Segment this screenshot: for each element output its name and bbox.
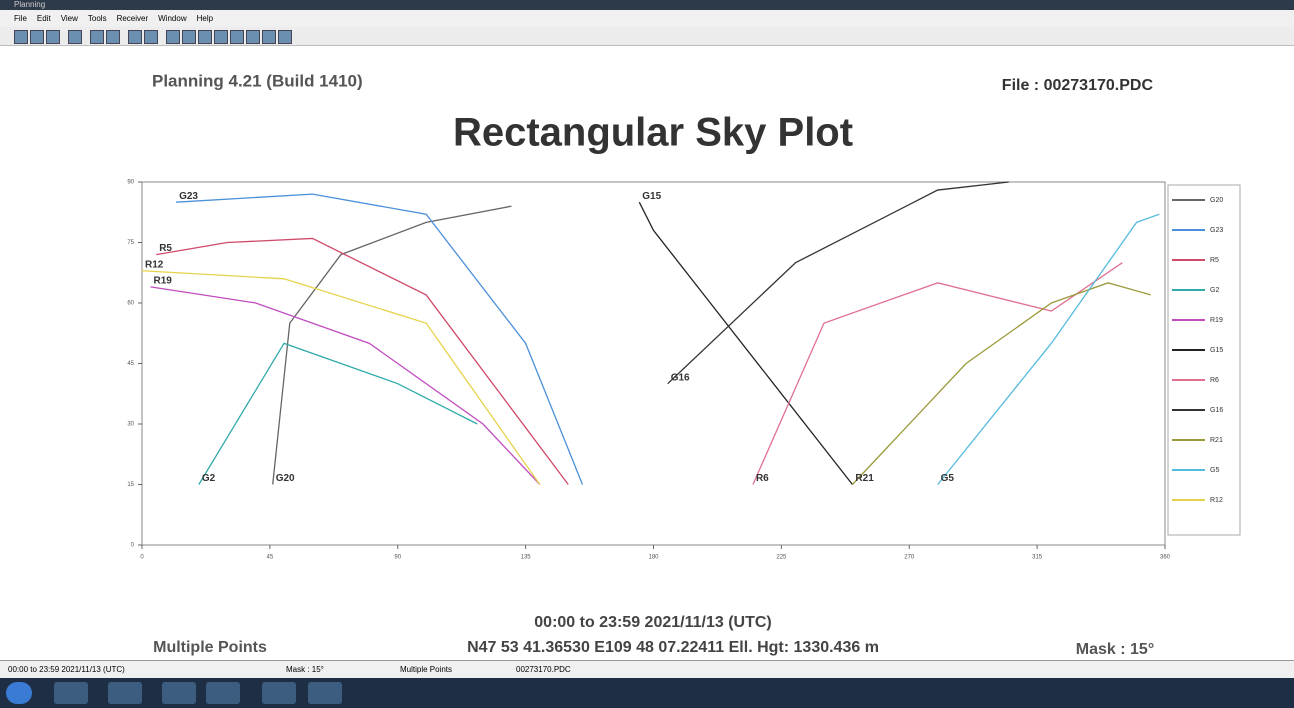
x-tick-label: 315 [1032,555,1043,561]
menu-item[interactable]: View [61,14,78,23]
taskbar-app[interactable] [262,682,296,704]
tool-button[interactable] [46,30,60,44]
tool-button[interactable] [14,30,28,44]
tool-button[interactable] [182,30,196,44]
y-tick-label: 90 [127,180,134,186]
status-bar: 00:00 to 23:59 2021/11/13 (UTC) Mask : 1… [0,660,1294,679]
status-time: 00:00 to 23:59 2021/11/13 (UTC) [8,665,125,674]
app-window: Planning File Edit View Tools Receiver W… [0,0,1294,708]
toolbar [0,27,1294,46]
tool-button[interactable] [278,30,292,44]
menu-item[interactable]: Receiver [117,14,149,23]
x-tick-label: 360 [1160,555,1171,561]
y-tick-label: 60 [127,301,134,307]
x-tick-label: 0 [140,555,144,561]
legend-label: G5 [1210,467,1219,474]
taskbar [0,678,1294,708]
legend-label: G16 [1210,407,1223,414]
tool-button[interactable] [106,30,120,44]
y-tick-label: 75 [127,240,134,246]
satellite-label: G15 [642,191,661,202]
satellite-label: R21 [855,473,874,484]
legend-label: G23 [1210,227,1223,234]
satellite-label: R19 [154,276,173,287]
time-range: 00:00 to 23:59 2021/11/13 (UTC) [534,614,771,631]
legend-label: R19 [1210,317,1223,324]
tool-button[interactable] [246,30,260,44]
taskbar-app[interactable] [108,682,142,704]
menu-item[interactable]: File [14,14,27,23]
satellite-label: G2 [202,473,216,484]
legend-label: R12 [1210,497,1223,504]
tool-button[interactable] [30,30,44,44]
satellite-track [273,206,512,484]
legend-label: R5 [1210,257,1219,264]
tool-button[interactable] [214,30,228,44]
points-label: Multiple Points [153,639,267,656]
mask-label: Mask : 15° [1076,641,1154,658]
tool-button[interactable] [262,30,276,44]
chart-title: Rectangular Sky Plot [453,111,853,155]
coordinates: N47 53 41.36530 E109 48 07.22411 Ell. Hg… [467,639,879,656]
satellite-label: R12 [145,259,164,270]
window-title: Planning [14,0,45,9]
tool-button[interactable] [128,30,142,44]
legend-label: G20 [1210,197,1223,204]
satellite-track [176,194,582,484]
satellite-track [668,182,1009,384]
menu-item[interactable]: Window [158,14,186,23]
y-tick-label: 15 [127,482,134,488]
menu-item[interactable]: Tools [88,14,107,23]
satellite-label: G5 [941,473,955,484]
taskbar-app[interactable] [308,682,342,704]
tool-button[interactable] [230,30,244,44]
satellite-track [852,283,1150,485]
satellite-track [151,287,540,485]
status-mask: Mask : 15° [286,665,324,674]
version-label: Planning 4.21 (Build 1410) [152,71,363,90]
tool-button[interactable] [144,30,158,44]
menu-item[interactable]: Help [197,14,213,23]
x-tick-label: 90 [394,555,401,561]
satellite-track [753,263,1122,485]
taskbar-app[interactable] [162,682,196,704]
x-tick-label: 135 [521,555,532,561]
y-tick-label: 45 [127,361,134,367]
x-tick-label: 225 [776,555,787,561]
x-tick-label: 45 [267,555,274,561]
satellite-label: R5 [159,243,172,254]
status-points: Multiple Points [400,665,452,674]
satellite-label: G20 [276,473,295,484]
y-tick-label: 30 [127,422,134,428]
satellite-track [142,271,540,485]
tool-button[interactable] [198,30,212,44]
satellite-track [199,343,477,484]
satellite-label: R6 [756,473,769,484]
x-tick-label: 270 [904,555,915,561]
legend-label: G2 [1210,287,1219,294]
legend-label: R21 [1210,437,1223,444]
satellite-label: G23 [179,191,198,202]
legend-label: R6 [1210,377,1219,384]
menu-item[interactable]: Edit [37,14,51,23]
taskbar-app[interactable] [54,682,88,704]
y-tick-label: 0 [131,543,135,549]
plot-frame [142,182,1165,545]
taskbar-app[interactable] [206,682,240,704]
title-bar: Planning [0,0,1294,10]
status-file: 00273170.PDC [516,665,571,674]
start-button[interactable] [6,682,32,704]
x-tick-label: 180 [648,555,659,561]
satellite-label: G16 [671,372,690,383]
tool-button[interactable] [166,30,180,44]
legend-label: G15 [1210,347,1223,354]
file-label: File : 00273170.PDC [1002,77,1154,94]
tool-button[interactable] [68,30,82,44]
legend-box [1168,185,1240,535]
satellite-track [938,214,1160,484]
menu-bar: File Edit View Tools Receiver Window Hel… [0,10,1294,27]
chart: Planning 4.21 (Build 1410) File : 002731… [0,45,1294,660]
satellite-track [639,202,852,484]
tool-button[interactable] [90,30,104,44]
